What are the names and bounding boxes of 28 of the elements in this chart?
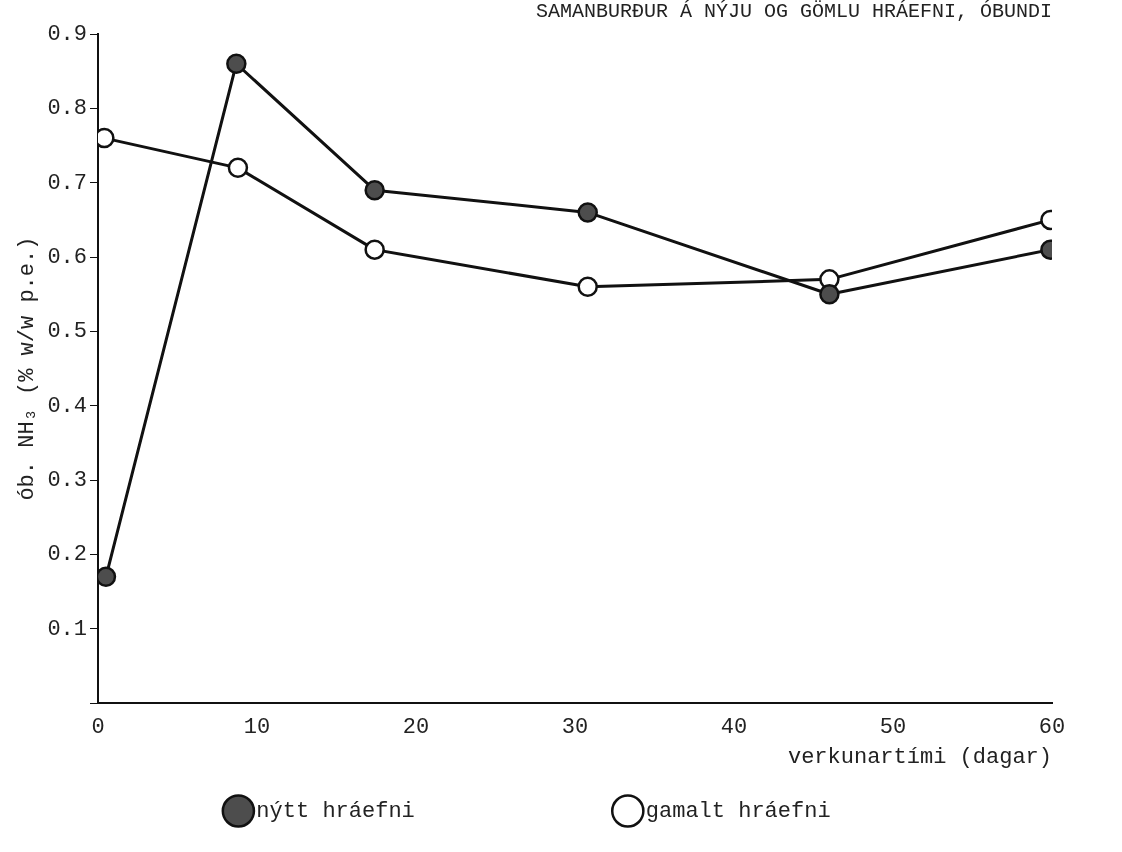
y-tick-label: 0.5 <box>47 319 88 345</box>
y-tick-label: 0.2 <box>47 542 88 568</box>
point <box>227 157 249 179</box>
x-tick-label: 40 <box>720 715 748 741</box>
point <box>98 566 117 588</box>
x-tick-label: 30 <box>561 715 589 741</box>
y-tick-label: 0.1 <box>47 616 88 642</box>
x-tick-label: 10 <box>243 715 271 741</box>
x-tick-label: 20 <box>402 715 430 741</box>
point <box>577 276 598 298</box>
y-tick-label: 0.6 <box>47 244 88 270</box>
chart-title: SAMANBURÐUR Á NÝJU OG GÖMLU HRÁEFNI, ÓBUNDI <box>535 0 1052 24</box>
y-tick-label: 0.7 <box>47 170 88 196</box>
y-axis-title: ób. NH₃ (% w/w p.e.) <box>15 236 41 501</box>
point <box>226 53 247 74</box>
point <box>364 179 385 201</box>
y-tick-label: 0.4 <box>47 393 88 419</box>
point <box>577 202 598 223</box>
x-tick-label: 60 <box>1038 715 1066 741</box>
x-tick-label: 0 <box>91 715 105 741</box>
y-tick-label: 0.8 <box>47 96 88 122</box>
x-tick-label: 50 <box>879 715 907 741</box>
x-axis-title: verkunartími (dagar) <box>787 744 1052 770</box>
point <box>364 239 385 260</box>
legend-label: gamalt hráefni <box>645 798 831 824</box>
y-tick-label: 0.9 <box>47 21 88 47</box>
legend-label: nýtt hráefni <box>256 798 591 824</box>
y-tick-label: 0.3 <box>47 467 88 493</box>
